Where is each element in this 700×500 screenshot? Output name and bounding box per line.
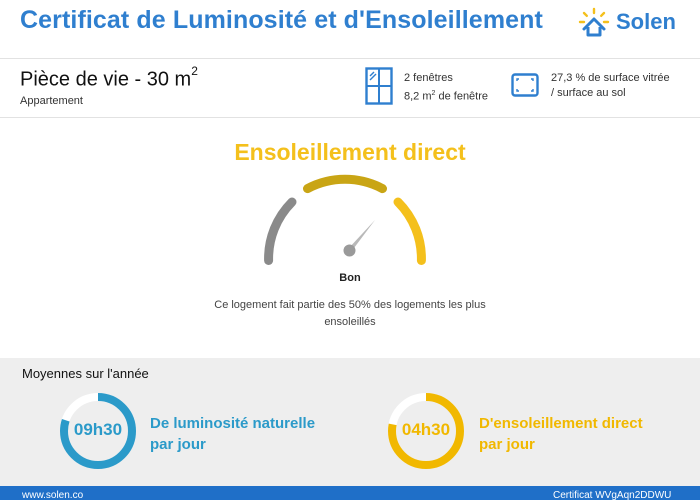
windows-area-value: 8,2 m xyxy=(404,90,432,103)
window-icon xyxy=(365,67,393,105)
light-hours-label-line2: par jour xyxy=(150,436,206,453)
room-title: Pièce de vie - 30 m2 xyxy=(20,64,198,92)
gauge-segment-low xyxy=(264,197,297,265)
windows-area-sup: 2 xyxy=(431,90,436,97)
sun-hours-label: D'ensoleillement direct par jour xyxy=(479,413,643,455)
surface-info: 27,3 % de surface vitrée / surface au so… xyxy=(551,71,670,101)
gauge-segment-high xyxy=(393,197,426,265)
room-type: Appartement xyxy=(20,95,83,107)
light-hours-ring xyxy=(60,393,136,469)
sun-hours-value: 04h30 xyxy=(401,420,451,439)
room-info-bar: Pièce de vie - 30 m2 Appartement 2 fenêt… xyxy=(0,58,700,118)
sun-hours-ring xyxy=(388,393,464,469)
averages-title: Moyennes sur l'année xyxy=(22,366,149,381)
room-title-sup: 2 xyxy=(191,64,198,78)
glazed-surface-icon xyxy=(511,73,539,97)
light-hours-label: De luminosité naturelle par jour xyxy=(150,413,315,455)
windows-area-unit: de fenêtre xyxy=(435,90,489,103)
light-hours-label-line1: De luminosité naturelle xyxy=(150,415,316,432)
sun-house-icon xyxy=(578,7,610,37)
light-hours-ring-fill xyxy=(60,393,136,469)
sun-hours-label-line2: par jour xyxy=(479,436,535,453)
windows-area: 8,2 m2 de fenêtre xyxy=(404,86,488,105)
sunshine-title: Ensoleillement direct xyxy=(234,139,466,165)
logo-text: Solen xyxy=(616,9,676,34)
sunshine-rating: Bon xyxy=(339,272,361,284)
solen-logo[interactable]: Solen xyxy=(578,7,676,37)
footer-website-link[interactable]: www.solen.co xyxy=(22,490,84,500)
room-title-text: Pièce de vie - 30 m xyxy=(20,68,192,91)
surface-ratio: 27,3 % de surface vitrée xyxy=(551,72,670,84)
sun-hours-label-line1: D'ensoleillement direct xyxy=(479,415,643,432)
footer: www.solen.co Certificat WVgAqn2DDWU xyxy=(0,486,700,500)
surface-ratio-suffix: / surface au sol xyxy=(551,87,626,99)
gauge-needle xyxy=(343,220,375,257)
certificate-title: Certificat de Luminosité et d'Ensoleille… xyxy=(20,6,543,34)
yearly-averages: Moyennes sur l'année 09h30 De luminosité… xyxy=(0,358,700,486)
sunshine-gauge xyxy=(264,174,426,265)
sunshine-description: Ce logement fait partie des 50% des loge… xyxy=(214,299,486,328)
gauge-segment-mid xyxy=(303,174,387,194)
sun-hours-ring-fill xyxy=(388,393,464,469)
header: Certificat de Luminosité et d'Ensoleille… xyxy=(0,0,700,45)
windows-info: 2 fenêtres 8,2 m2 de fenêtre xyxy=(404,71,488,105)
certificate-id: Certificat WVgAqn2DDWU xyxy=(553,490,672,500)
light-hours-value: 09h30 xyxy=(73,420,123,439)
windows-count: 2 fenêtres xyxy=(404,72,453,84)
